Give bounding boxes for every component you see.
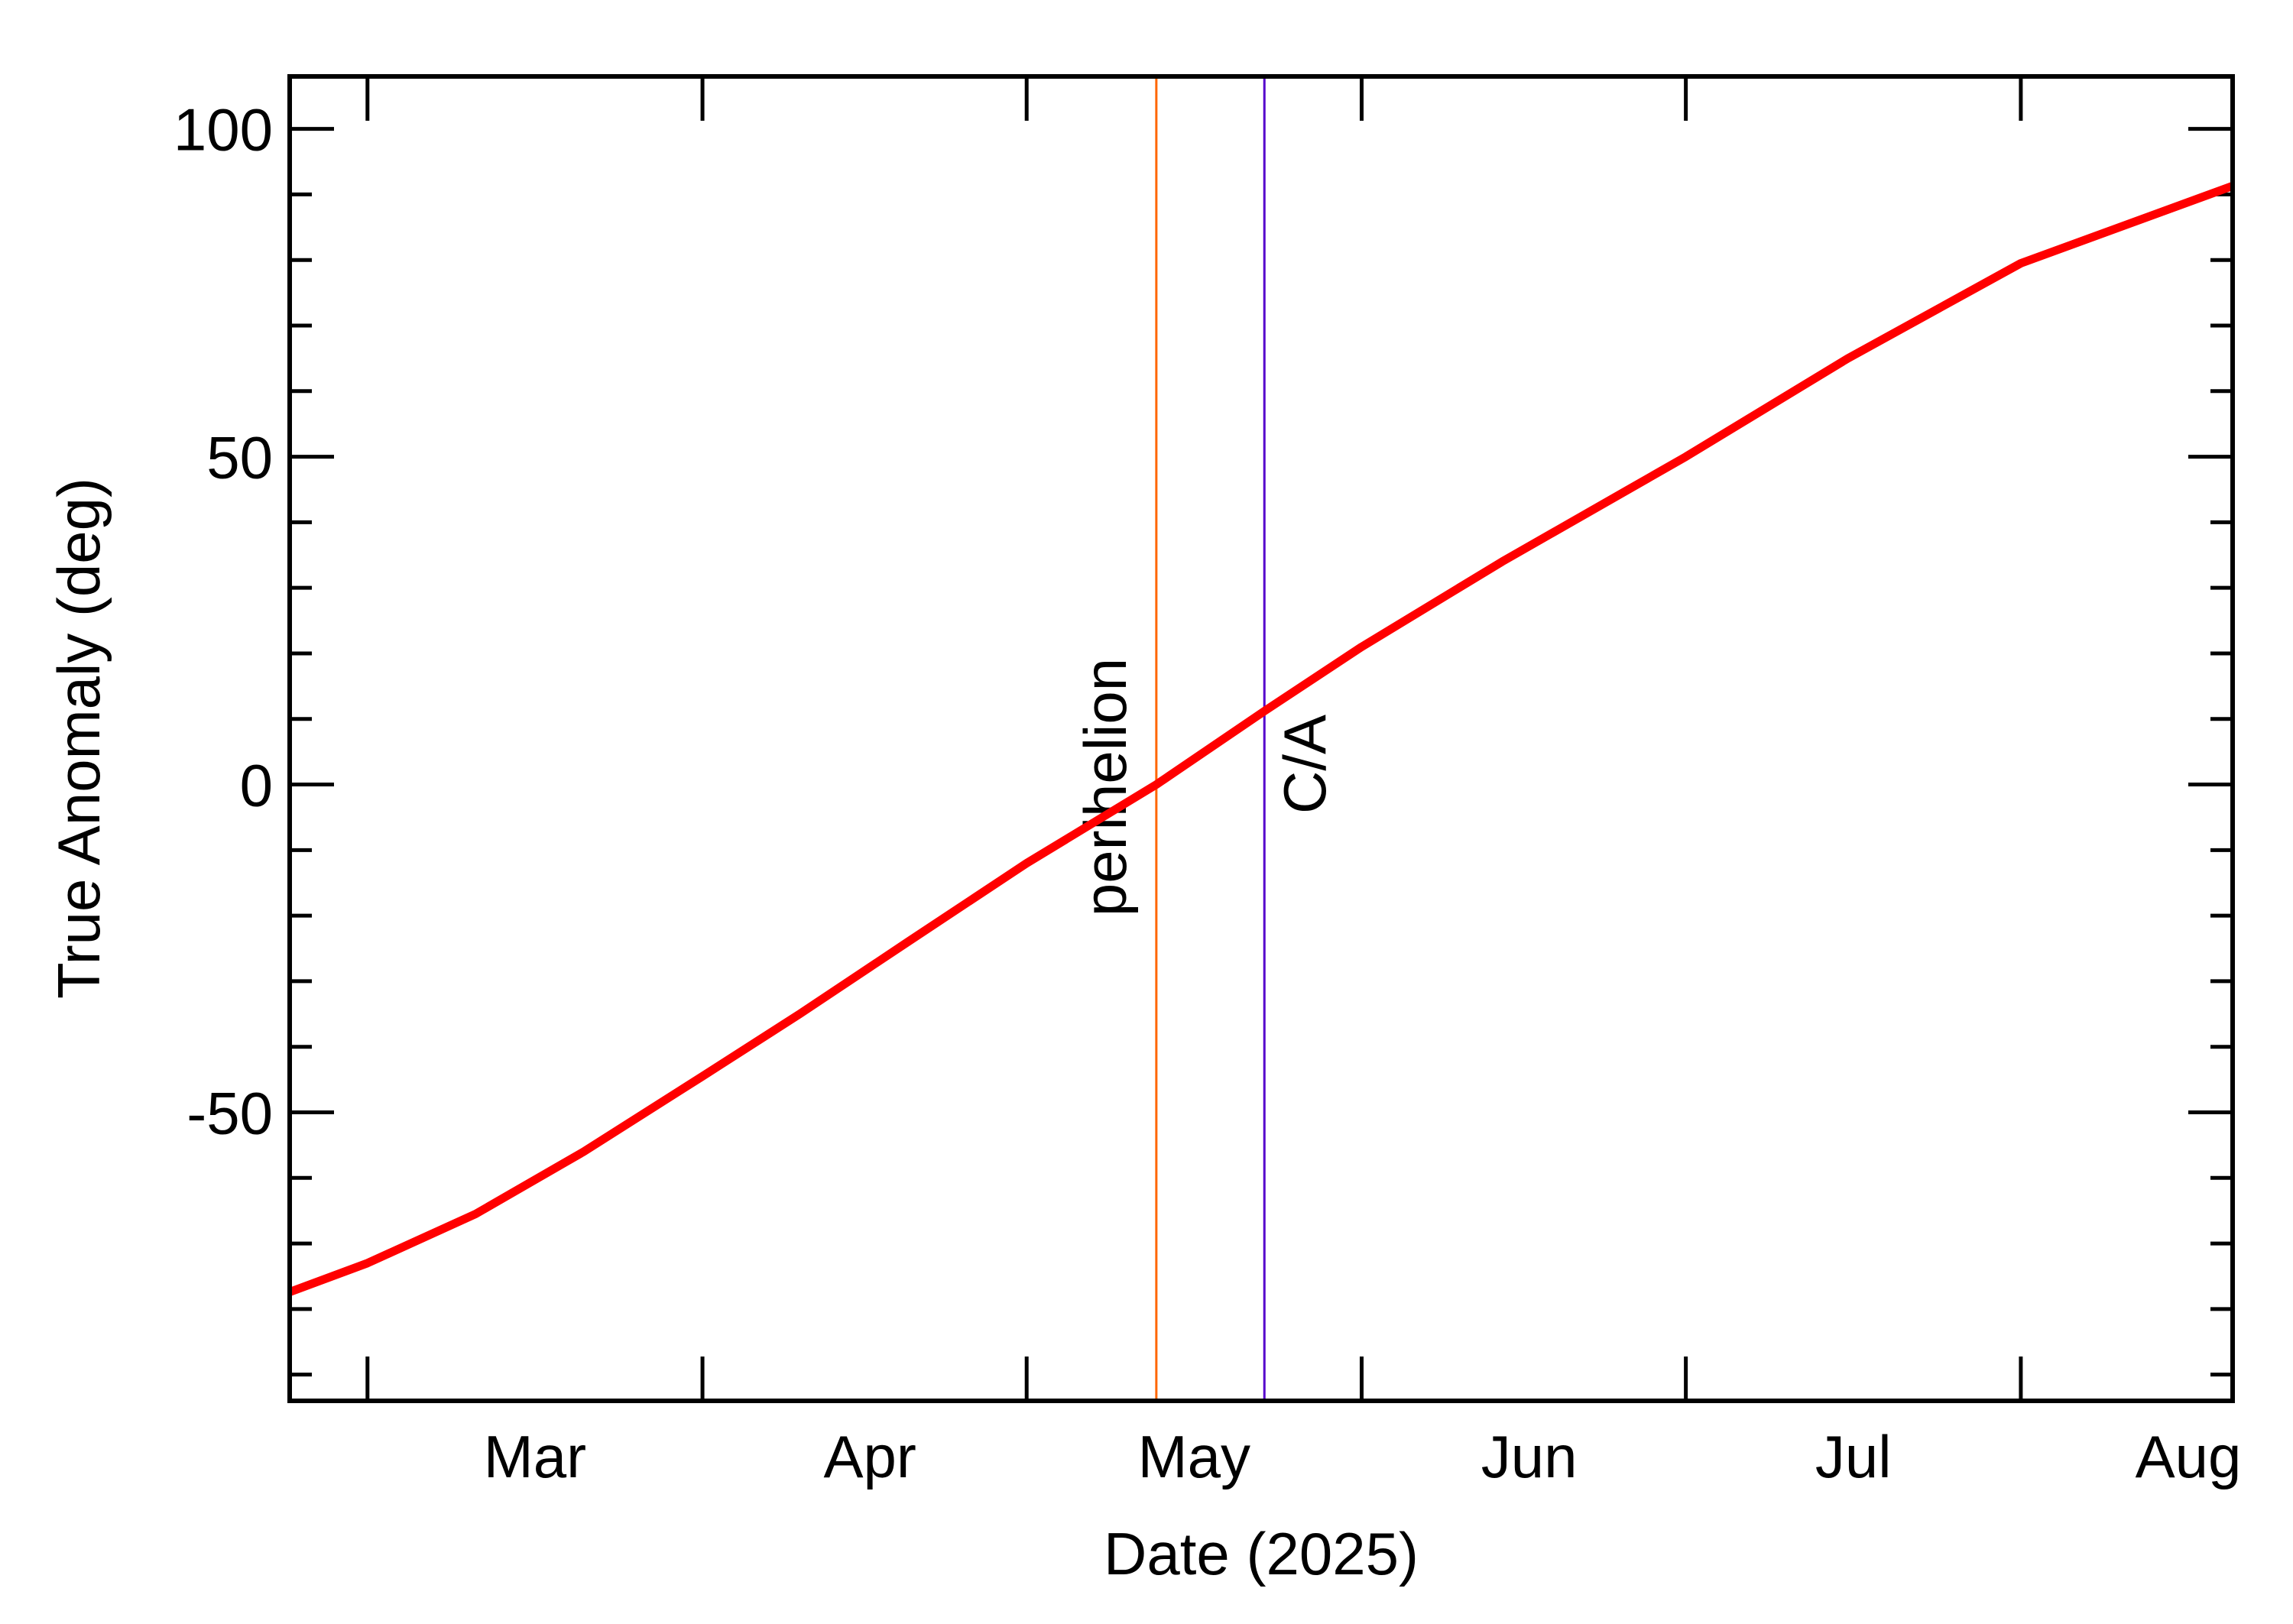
data-line xyxy=(290,182,2233,1296)
x-tick-label: Jul xyxy=(1815,1423,1892,1490)
y-axis-title: True Anomaly (deg) xyxy=(45,478,112,999)
x-tick-label: May xyxy=(1138,1423,1250,1490)
x-tick-label: Aug xyxy=(2136,1423,2242,1490)
annotation-label: C/A xyxy=(1271,715,1338,814)
y-tick-label: 0 xyxy=(240,752,273,819)
x-tick-label: Jun xyxy=(1481,1423,1578,1490)
y-tick-label: -50 xyxy=(186,1080,273,1147)
y-tick-label: 50 xyxy=(206,424,273,491)
annotation-label: perihelion xyxy=(1072,658,1139,916)
y-tick-label: 100 xyxy=(174,96,273,164)
x-axis-title: Date (2025) xyxy=(1104,1520,1419,1587)
plot-frame xyxy=(287,74,2235,1403)
x-tick-label: Mar xyxy=(484,1423,586,1490)
x-tick-label: Apr xyxy=(824,1423,916,1490)
